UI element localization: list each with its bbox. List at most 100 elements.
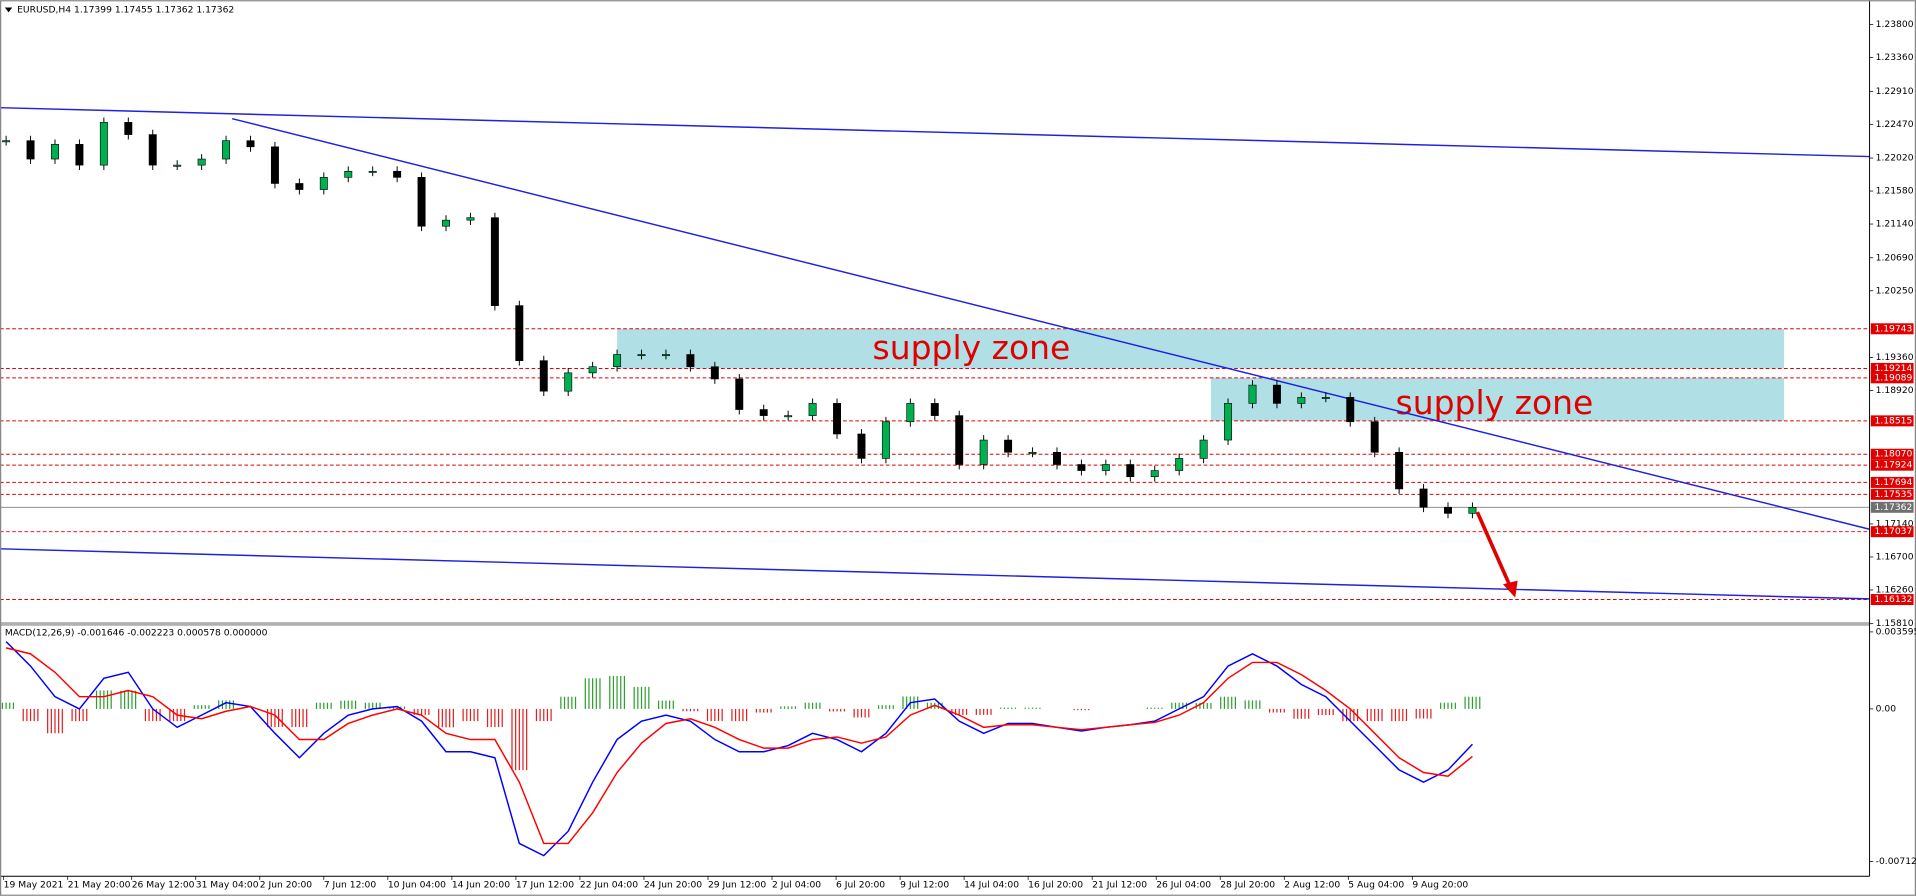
candle: [1077, 464, 1086, 471]
candle: [344, 170, 353, 178]
candle: [1004, 439, 1013, 453]
candle: [51, 144, 59, 160]
candle: [222, 140, 231, 160]
x-tick-label: 24 Jun 20:00: [644, 879, 702, 890]
candle: [930, 403, 939, 416]
current-price-label: 1.17362: [1874, 502, 1912, 513]
x-tick-label: 22 Jun 04:00: [580, 879, 638, 890]
candle: [1444, 506, 1452, 514]
axes: 1.23800 1.23360 1.22910 1.22470 1.22020 1.215…: [3, 19, 1916, 890]
candle: [1272, 384, 1281, 404]
macd-panel: [1, 641, 1481, 857]
levels: [0, 328, 1870, 601]
candle: [906, 403, 915, 423]
x-tick-label: 14 Jun 20:00: [452, 879, 510, 890]
candle: [1297, 397, 1306, 404]
x-tick-label: 29 Jun 12:00: [708, 879, 766, 890]
arrow: [1475, 511, 1512, 588]
candle: [26, 140, 35, 160]
x-tick-label: 6 Jul 20:00: [836, 879, 885, 890]
candle: [1175, 458, 1184, 471]
y-tick-label: 1.22910: [1876, 86, 1914, 97]
candle: [417, 177, 426, 227]
arrow-head: [1502, 580, 1518, 598]
panel-separator: [0, 622, 1870, 626]
level-label: 1.17037: [1874, 526, 1912, 537]
macd-header: MACD(12,26,9) -0.001646 -0.002223 0.0005…: [5, 628, 268, 639]
y-tick-label: 1.20250: [1876, 285, 1914, 296]
candle: [1419, 488, 1428, 508]
y-tick-label: 1.17140: [1876, 518, 1914, 529]
level-label: 1.19214: [1874, 363, 1912, 374]
x-tick-label: 5 Aug 04:00: [1348, 879, 1404, 890]
candle: [75, 144, 84, 166]
candle: [515, 305, 524, 361]
candle: [686, 354, 695, 368]
level-label: 1.19089: [1874, 372, 1912, 383]
candle: [1028, 451, 1037, 454]
candle: [368, 170, 377, 173]
level-tag: [1870, 448, 1914, 460]
zone-label: supply zone: [1396, 383, 1594, 422]
y-tick-label: 1.16700: [1876, 551, 1914, 562]
level-tag: [1870, 476, 1914, 488]
candle: [1199, 439, 1208, 459]
level-label: 1.17694: [1874, 477, 1912, 488]
candle: [1346, 397, 1355, 423]
candle: [955, 415, 964, 465]
candle: [442, 219, 450, 227]
candle: [490, 217, 499, 306]
candle: [1248, 384, 1257, 404]
y-tick-label: 1.16260: [1876, 584, 1914, 595]
x-tick-label: 31 May 04:00: [196, 879, 259, 890]
candle: [881, 421, 890, 459]
candle: [613, 354, 622, 368]
x-tick-label: 2 Aug 12:00: [1284, 879, 1340, 890]
candle: [1126, 464, 1135, 478]
x-tick-label: 9 Aug 20:00: [1412, 879, 1468, 890]
x-tick-label: 10 Jun 04:00: [388, 879, 446, 890]
level-tag: [1870, 362, 1914, 374]
x-tick-label: 26 Jul 04:00: [1156, 879, 1211, 890]
level-label: 1.17924: [1874, 460, 1912, 471]
trend-line: [0, 548, 1870, 600]
candle: [710, 366, 719, 380]
candle: [466, 217, 475, 221]
level-tag: [1870, 594, 1914, 606]
zones: supply zone supply zone: [617, 328, 1785, 422]
x-tick-label: 2 Jun 20:00: [260, 879, 313, 890]
candle: [979, 439, 988, 465]
y-tick-label: 1.22470: [1876, 119, 1914, 130]
candle: [148, 134, 157, 166]
x-tick-label: 14 Jul 04:00: [964, 879, 1019, 890]
x-tick-label: 19 May 2021: [4, 879, 64, 890]
x-tick-label: 9 Jul 12:00: [900, 879, 949, 890]
macd-y-tick-label: 0.00: [1876, 703, 1897, 714]
candle: [124, 122, 133, 135]
candle: [2, 140, 11, 143]
candle: [197, 158, 206, 166]
level-tag: [1870, 323, 1914, 335]
level-label: 1.19743: [1874, 323, 1912, 334]
candle: [1321, 397, 1330, 399]
level-label: 1.18070: [1874, 449, 1912, 460]
y-tick-label: 1.21580: [1876, 186, 1914, 197]
candle: [661, 354, 670, 357]
candle: [564, 372, 573, 392]
candle: [735, 378, 744, 410]
current-price-tag: [1870, 501, 1914, 513]
candle: [1053, 451, 1061, 465]
symbol-header: EURUSD,H4 1.17399 1.17455 1.17362 1.1736…: [17, 4, 234, 15]
candle: [833, 403, 841, 435]
level-tag: [1870, 415, 1914, 427]
candle: [857, 433, 866, 459]
candle: [588, 366, 597, 374]
x-tick-label: 17 Jun 12:00: [516, 879, 574, 890]
menu-arrow[interactable]: [4, 7, 13, 13]
candle: [539, 360, 548, 392]
candle: [1224, 403, 1233, 441]
candle: [319, 177, 328, 190]
y-tick-label: 1.19360: [1876, 352, 1914, 363]
